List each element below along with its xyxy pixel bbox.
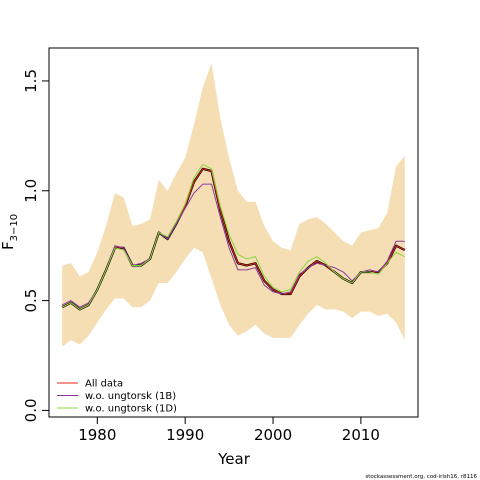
y-tick-label: 1.5 [22,69,40,93]
y-axis-title-main: F [0,241,17,250]
confidence-band [62,63,405,347]
footer-credit: stockassessment.org, cod-irish16, r8116 [365,474,477,480]
x-tick-label: 2000 [254,426,292,444]
y-axis-title: F3−10 [0,214,20,250]
y-axis: 0.0 0.5 1.0 1.5 [22,69,50,422]
x-tick-label: 2010 [342,426,380,444]
y-tick-label: 1.0 [22,179,40,203]
y-tick-label: 0.0 [22,398,40,422]
legend-label-w-o-ungtorsk-1b: w.o. ungtorsk (1B) [85,391,176,402]
legend-label-w-o-ungtorsk-1d: w.o. ungtorsk (1D) [85,404,177,415]
x-tick-label: 1980 [78,426,116,444]
series-line-w-o-ungtorsk-1b [61,183,405,308]
y-tick-label: 0.5 [22,289,40,313]
series-layer [61,163,406,311]
legend-label-all-data: All data [85,379,123,390]
y-axis-title-subscript: 3−10 [9,214,20,241]
x-axis-title: Year [217,450,251,468]
series-line-w-o-ungtorsk-1d [61,163,406,310]
confidence-band-layer [62,63,405,347]
x-tick-label: 1990 [166,426,204,444]
x-axis: 1980 1990 2000 2010 [78,416,380,444]
